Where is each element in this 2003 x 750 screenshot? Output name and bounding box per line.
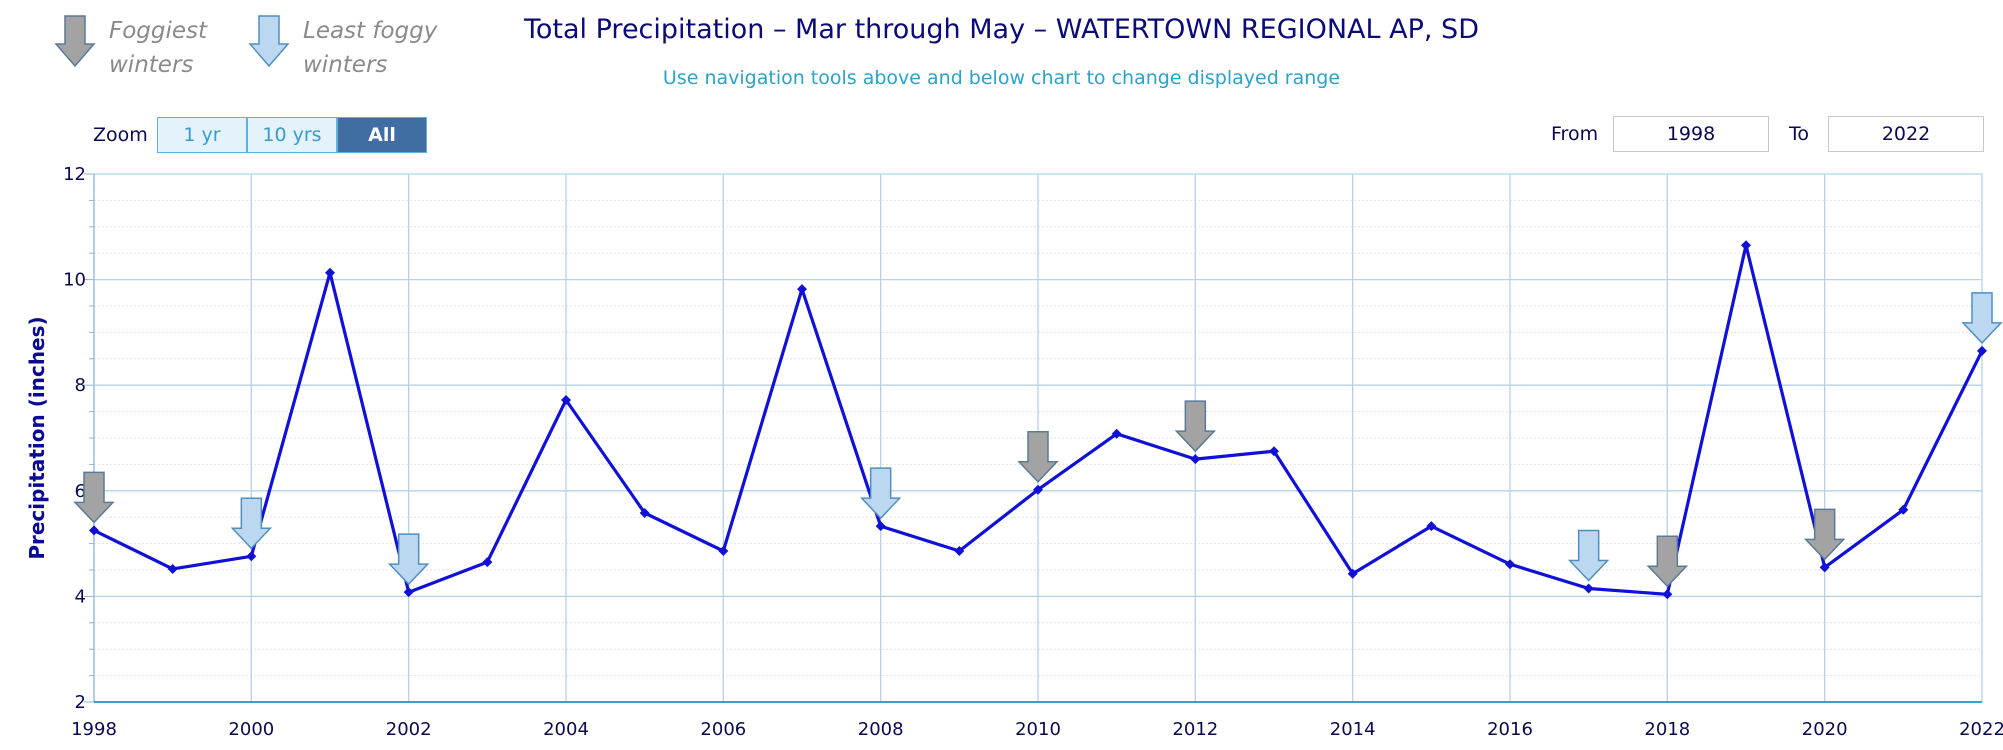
data-point[interactable] [797, 284, 807, 295]
data-point[interactable] [482, 557, 493, 568]
data-point[interactable] [325, 267, 335, 278]
legend-least-foggy-line1: Least foggy [303, 18, 438, 44]
to-label: To [1789, 123, 1810, 145]
zoom-label: Zoom [93, 124, 148, 146]
data-point[interactable] [875, 521, 886, 532]
zoom-all-button[interactable]: All [337, 117, 427, 153]
y-tick-label: 10 [63, 270, 86, 291]
arrow-down-gray-icon [54, 15, 96, 68]
foggiest-winter-flag[interactable] [1174, 400, 1217, 453]
foggiest-winter-flag[interactable] [1803, 508, 1846, 561]
data-point[interactable] [89, 525, 99, 536]
foggiest-winter-flag[interactable] [1646, 535, 1689, 588]
chart-subtitle: Use navigation tools above and below cha… [662, 67, 1341, 89]
to-year-input[interactable] [1828, 116, 1984, 152]
chart-title: Total Precipitation – Mar through May – … [523, 14, 1479, 45]
x-tick-label: 2014 [1330, 719, 1376, 740]
x-tick-label: 2002 [386, 719, 432, 740]
data-point[interactable] [1583, 583, 1594, 594]
x-tick-label: 2000 [228, 719, 274, 740]
x-tick-label: 2018 [1644, 719, 1690, 740]
x-tick-label: 2010 [1015, 719, 1061, 740]
data-point[interactable] [639, 507, 650, 518]
zoom-10yrs-button[interactable]: 10 yrs [247, 117, 337, 153]
x-tick-label: 2022 [1959, 719, 2003, 740]
arrow-down-lightblue-icon [248, 15, 290, 68]
data-point[interactable] [1269, 446, 1279, 457]
legend-foggiest-line1: Foggiest [109, 18, 208, 44]
data-point[interactable] [1190, 454, 1201, 465]
data-point[interactable] [1033, 484, 1043, 495]
x-tick-label: 2004 [543, 719, 589, 740]
least-foggy-winter-flag[interactable] [387, 533, 430, 586]
x-tick-label: 2008 [858, 719, 904, 740]
y-tick-label: 6 [75, 481, 86, 502]
data-point[interactable] [561, 394, 571, 405]
data-point[interactable] [1662, 589, 1673, 600]
zoom-1yr-button[interactable]: 1 yr [157, 117, 247, 153]
foggiest-winter-flag[interactable] [1017, 430, 1059, 483]
y-tick-label: 8 [75, 375, 86, 396]
x-tick-label: 2012 [1172, 719, 1218, 740]
y-tick-label: 12 [63, 164, 86, 185]
least-foggy-winter-flag[interactable] [230, 497, 273, 550]
data-point[interactable] [1977, 345, 1987, 356]
x-tick-label: 2006 [700, 719, 746, 740]
data-point[interactable] [1111, 428, 1122, 439]
least-foggy-winter-flag[interactable] [859, 467, 902, 520]
legend-foggiest-line2: winters [109, 52, 194, 78]
data-point[interactable] [1898, 504, 1909, 515]
x-tick-label: 2016 [1487, 719, 1533, 740]
data-point[interactable] [1819, 562, 1830, 573]
data-point[interactable] [1505, 559, 1515, 570]
data-point[interactable] [246, 551, 257, 562]
data-point[interactable] [954, 545, 965, 556]
data-point[interactable] [167, 563, 178, 574]
y-axis-label: Precipitation (inches) [25, 316, 49, 559]
least-foggy-winter-flag[interactable] [1567, 529, 1610, 582]
from-year-input[interactable] [1613, 116, 1769, 152]
data-point[interactable] [718, 545, 729, 556]
from-label: From [1551, 123, 1599, 145]
x-tick-label: 2020 [1802, 719, 1848, 740]
legend-least-foggy-line2: winters [303, 52, 388, 78]
data-point[interactable] [1347, 568, 1358, 579]
data-point[interactable] [1426, 521, 1437, 532]
x-tick-label: 1998 [71, 719, 117, 740]
y-tick-label: 4 [75, 586, 86, 607]
least-foggy-winter-flag[interactable] [1961, 292, 2003, 344]
y-tick-label: 2 [75, 692, 86, 713]
foggiest-winter-flag[interactable] [73, 471, 115, 524]
data-point[interactable] [1741, 240, 1751, 251]
data-point[interactable] [403, 587, 414, 598]
